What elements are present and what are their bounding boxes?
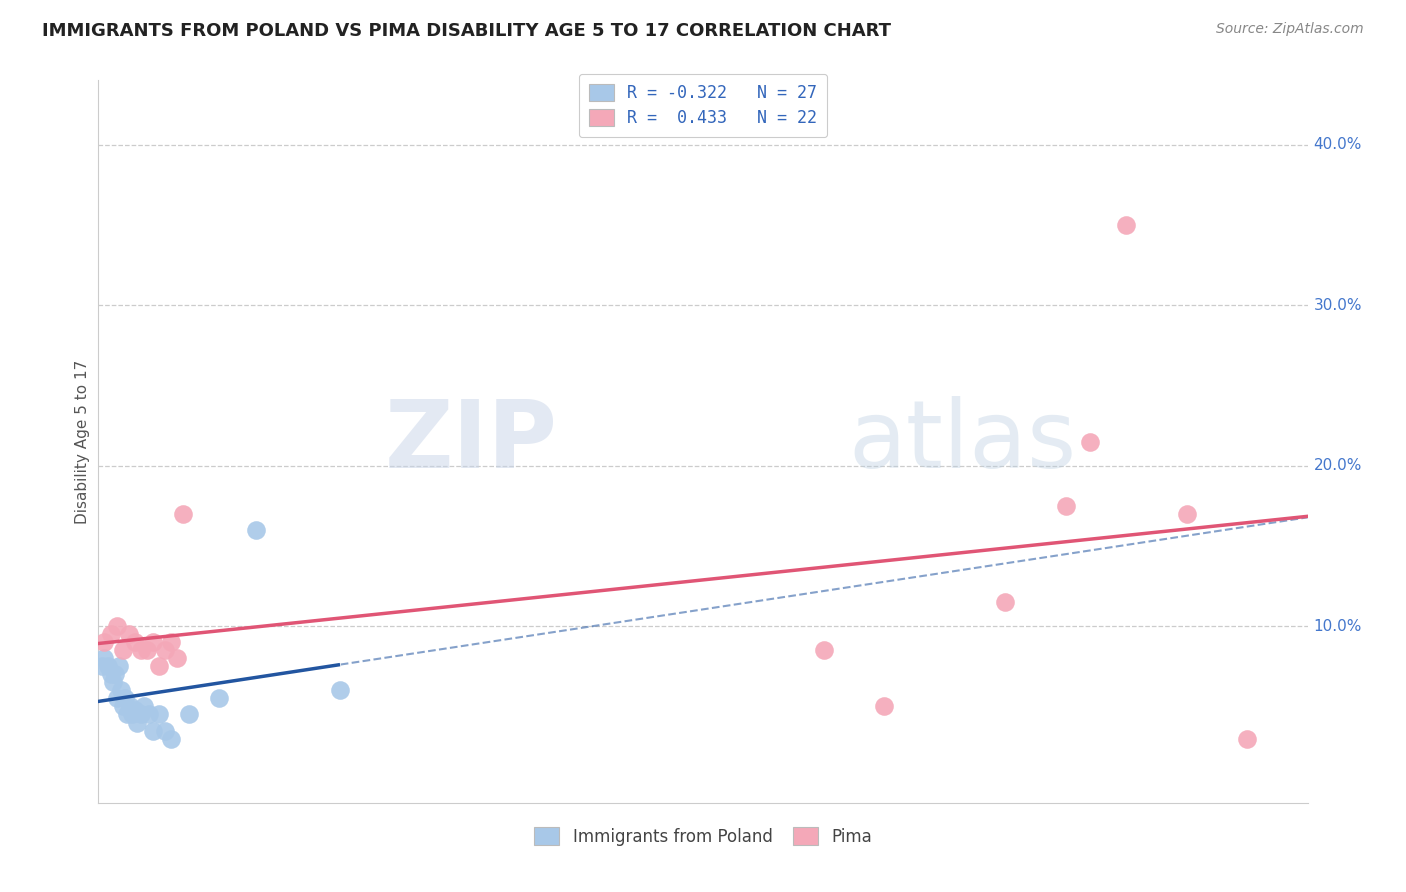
Point [100,627,122,641]
Point [121,707,143,722]
Point [1054,499,1077,513]
Point [105,619,128,633]
Point [1115,218,1137,232]
Y-axis label: Disability Age 5 to 17: Disability Age 5 to 17 [75,359,90,524]
Point [100,667,122,681]
Point [93,651,115,665]
Point [97,659,120,673]
Point [153,723,176,738]
Point [160,731,183,746]
Text: atlas: atlas [848,395,1077,488]
Point [1175,507,1198,521]
Point [160,635,183,649]
Point [142,635,165,649]
Point [153,643,176,657]
Point [124,635,146,649]
Point [148,659,170,673]
Point [117,707,139,722]
Point [118,627,141,641]
Point [245,523,267,537]
Point [93,635,115,649]
Point [179,707,201,722]
Point [104,667,127,681]
Point [1236,731,1258,746]
Point [129,643,152,657]
Text: 20.0%: 20.0% [1313,458,1362,473]
Point [124,703,146,717]
Text: 40.0%: 40.0% [1313,137,1362,152]
Point [166,651,188,665]
Point [1078,434,1101,449]
Text: IMMIGRANTS FROM POLAND VS PIMA DISABILITY AGE 5 TO 17 CORRELATION CHART: IMMIGRANTS FROM POLAND VS PIMA DISABILIT… [42,22,891,40]
Point [127,715,149,730]
Point [873,699,896,714]
Point [329,683,352,698]
Point [111,699,134,714]
Text: ZIP: ZIP [385,395,558,488]
Point [134,699,156,714]
Point [101,675,124,690]
Point [91,659,114,673]
Point [148,707,170,722]
Text: 30.0%: 30.0% [1313,298,1362,312]
Point [994,595,1017,609]
Point [142,723,165,738]
Legend: Immigrants from Poland, Pima: Immigrants from Poland, Pima [527,821,879,852]
Point [105,691,128,706]
Point [813,643,835,657]
Point [172,507,194,521]
Point [110,683,132,698]
Text: Source: ZipAtlas.com: Source: ZipAtlas.com [1216,22,1364,37]
Point [114,691,136,706]
Point [111,643,134,657]
Text: 10.0%: 10.0% [1313,619,1362,633]
Point [129,707,152,722]
Point [208,691,231,706]
Point [138,707,160,722]
Point [108,659,131,673]
Point [135,643,157,657]
Point [118,699,141,714]
